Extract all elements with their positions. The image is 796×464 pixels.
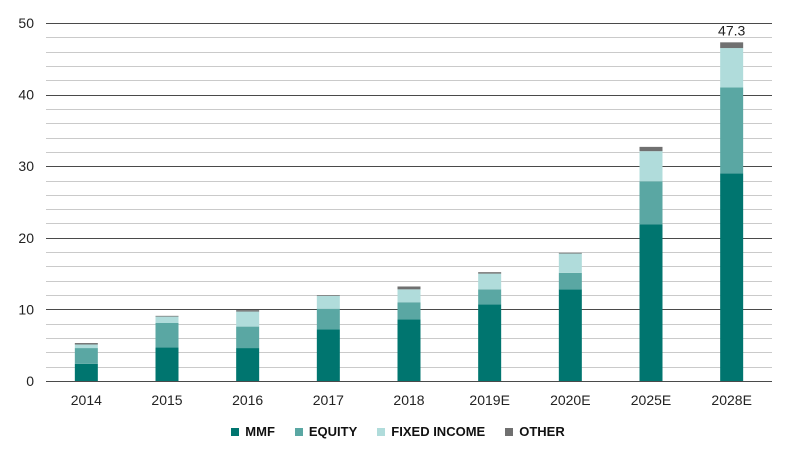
x-tick-label: 2018	[393, 392, 424, 408]
legend-item: MMF	[231, 424, 275, 439]
legend-item: FIXED INCOME	[377, 424, 485, 439]
x-tick-label: 2017	[313, 392, 344, 408]
bar-segment-other	[155, 315, 179, 317]
bar-segment-equity	[720, 87, 744, 174]
x-tick-label: 2025E	[631, 392, 671, 408]
bar-segment-fixed-income	[155, 316, 179, 324]
legend-label: OTHER	[519, 424, 565, 439]
legend-item: OTHER	[505, 424, 565, 439]
bar-segment-mmf	[720, 173, 744, 381]
bar-segment-equity	[236, 326, 260, 349]
x-tick-label: 2019E	[469, 392, 509, 408]
legend-item: EQUITY	[294, 424, 358, 439]
bar-segment-fixed-income	[397, 289, 421, 303]
y-tick-label: 20	[18, 230, 34, 246]
bar-segment-mmf	[155, 347, 179, 381]
bar-segment-fixed-income	[236, 311, 260, 327]
bar-segment-fixed-income	[478, 273, 502, 290]
bar-segment-mmf	[74, 363, 98, 381]
bar-segment-fixed-income	[720, 48, 744, 88]
x-tick-label: 2014	[71, 392, 102, 408]
x-tick-label: 2016	[232, 392, 263, 408]
bar-segment-other	[316, 295, 340, 296]
bar-segment-mmf	[639, 224, 663, 381]
bar-segment-other	[720, 42, 744, 49]
y-tick-label: 10	[18, 301, 34, 317]
bar-segment-mmf	[316, 329, 340, 381]
bar-segment-fixed-income	[558, 253, 582, 273]
bar-segment-equity	[155, 323, 179, 348]
y-tick-label: 30	[18, 158, 34, 174]
bar-segment-other	[74, 343, 98, 345]
bar-segment-other	[558, 252, 582, 254]
legend-label: FIXED INCOME	[391, 424, 486, 439]
bar-segment-other	[478, 272, 502, 274]
legend-swatch	[377, 427, 386, 436]
legend-swatch	[294, 427, 303, 436]
bar-segment-mmf	[236, 348, 260, 381]
bar-segment-fixed-income	[316, 295, 340, 309]
legend: MMF EQUITY FIXED INCOME OTHER	[0, 424, 796, 439]
bar-segment-equity	[74, 348, 98, 364]
bar-segment-mmf	[478, 304, 502, 381]
bar-segment-equity	[639, 181, 663, 225]
bar-segment-fixed-income	[74, 344, 98, 349]
y-tick-label: 50	[18, 15, 34, 31]
bar-segment-other	[639, 146, 663, 152]
bar-segment-other	[236, 310, 260, 312]
data-label: 47.3	[718, 22, 745, 38]
bar-segment-mmf	[558, 289, 582, 381]
x-tick-label: 2028E	[711, 392, 751, 408]
bar-segment-equity	[558, 272, 582, 290]
x-tick-label: 2015	[151, 392, 182, 408]
legend-swatch	[231, 427, 240, 436]
legend-swatch	[505, 427, 514, 436]
bar-segment-other	[397, 286, 421, 290]
y-tick-label: 0	[26, 373, 34, 389]
bar-segment-mmf	[397, 319, 421, 381]
legend-label: MMF	[245, 424, 275, 439]
y-tick-label: 40	[18, 87, 34, 103]
bar-segment-equity	[397, 302, 421, 320]
bar-segment-equity	[316, 308, 340, 330]
bar-segment-equity	[478, 289, 502, 305]
legend-label: EQUITY	[308, 424, 358, 439]
bar-segment-fixed-income	[639, 151, 663, 182]
x-tick-label: 2020E	[550, 392, 590, 408]
stacked-bar-chart: 0 10 20 30 40 50 2014 2015 2016 2017 2018 2019E 2020…	[18, 15, 772, 408]
